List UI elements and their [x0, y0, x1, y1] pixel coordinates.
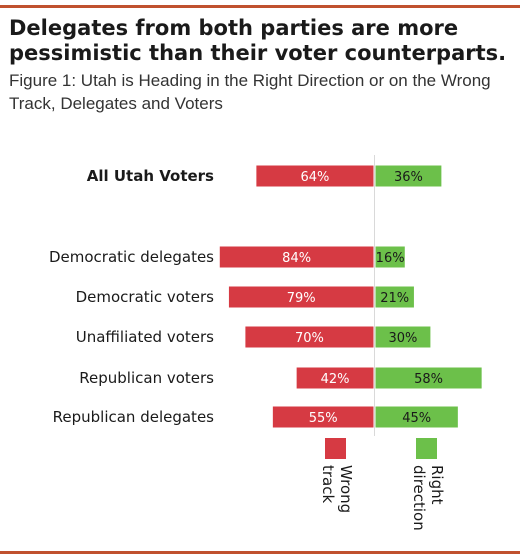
category-label-all-utah-voters: All Utah Voters [87, 167, 214, 185]
legend-label-line1-right-direction: Right [428, 465, 446, 505]
data-label-right-direction-republican-delegates: 45% [402, 411, 431, 426]
bar-right-direction-democratic-voters [375, 286, 414, 308]
bar-wrong-track-democratic-voters [228, 286, 374, 308]
data-label-wrong-track-republican-delegates: 55% [309, 411, 338, 426]
category-label-republican-voters: Republican voters [79, 369, 214, 387]
chart-title: Delegates from both parties are more pes… [9, 16, 507, 65]
bar-right-direction-republican-voters [375, 367, 482, 389]
bar-right-direction-all-utah-voters [375, 165, 442, 187]
category-label-democratic-voters: Democratic voters [76, 288, 215, 306]
category-label-democratic-delegates: Democratic delegates [49, 248, 214, 266]
data-label-wrong-track-democratic-voters: 79% [287, 291, 316, 306]
bar-wrong-track-unaffiliated-voters [245, 326, 374, 348]
legend-label-line1-wrong-track: Wrong [337, 465, 355, 513]
data-label-right-direction-unaffiliated-voters: 30% [388, 331, 417, 346]
legend-swatch-wrong-track [325, 438, 346, 459]
data-label-right-direction-democratic-voters: 21% [380, 291, 409, 306]
legend-label-line2-right-direction: direction [410, 465, 428, 531]
data-label-wrong-track-unaffiliated-voters: 70% [295, 331, 324, 346]
data-label-wrong-track-democratic-delegates: 84% [282, 251, 311, 266]
bottom-rule [0, 551, 520, 554]
legend-swatch-right-direction [416, 438, 437, 459]
legend-label-line2-wrong-track: track [319, 465, 337, 503]
data-label-wrong-track-all-utah-voters: 64% [300, 170, 329, 185]
bar-right-direction-unaffiliated-voters [375, 326, 431, 348]
bar-right-direction-democratic-delegates [375, 246, 405, 268]
bar-right-direction-republican-delegates [375, 406, 458, 428]
data-label-wrong-track-republican-voters: 42% [321, 372, 350, 387]
data-label-right-direction-democratic-delegates: 16% [376, 251, 405, 266]
category-label-unaffiliated-voters: Unaffiliated voters [76, 328, 214, 346]
bar-wrong-track-republican-delegates [272, 406, 374, 428]
chart-subtitle: Figure 1: Utah is Heading in the Right D… [9, 71, 491, 113]
data-label-right-direction-republican-voters: 58% [414, 372, 443, 387]
category-label-republican-delegates: Republican delegates [53, 408, 215, 426]
bar-wrong-track-democratic-delegates [219, 246, 374, 268]
data-label-right-direction-all-utah-voters: 36% [394, 170, 423, 185]
bar-wrong-track-republican-voters [296, 367, 374, 389]
bar-wrong-track-all-utah-voters [256, 165, 374, 187]
top-rule [0, 5, 520, 8]
